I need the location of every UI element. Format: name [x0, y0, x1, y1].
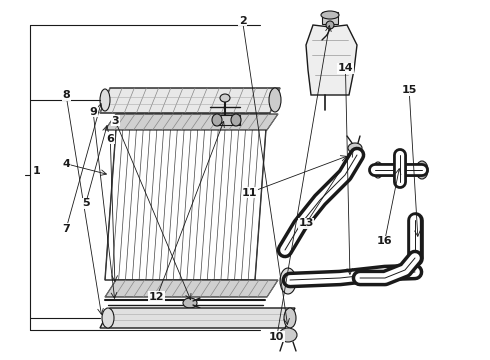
Text: 4: 4 [62, 159, 70, 169]
Ellipse shape [326, 21, 334, 29]
Ellipse shape [284, 308, 296, 328]
Text: 12: 12 [149, 292, 165, 302]
Ellipse shape [280, 268, 296, 294]
Text: 16: 16 [377, 236, 392, 246]
Text: 3: 3 [111, 116, 119, 126]
Ellipse shape [321, 11, 339, 19]
Ellipse shape [220, 94, 230, 102]
Text: 13: 13 [298, 218, 314, 228]
Polygon shape [105, 114, 278, 130]
Text: 6: 6 [106, 134, 114, 144]
Ellipse shape [416, 161, 428, 179]
Polygon shape [100, 308, 295, 328]
Text: 9: 9 [89, 107, 97, 117]
Polygon shape [100, 88, 280, 113]
Ellipse shape [373, 162, 383, 178]
Ellipse shape [183, 298, 197, 308]
Bar [322, 12, 338, 24]
Text: 1: 1 [33, 166, 41, 176]
Text: 5: 5 [82, 198, 90, 208]
Ellipse shape [348, 143, 362, 153]
Ellipse shape [212, 114, 222, 126]
Ellipse shape [269, 88, 281, 112]
Polygon shape [214, 115, 240, 125]
Ellipse shape [279, 328, 297, 342]
Ellipse shape [100, 89, 110, 111]
Text: 7: 7 [62, 224, 70, 234]
Text: 8: 8 [62, 90, 70, 100]
Ellipse shape [102, 308, 114, 328]
Text: 10: 10 [269, 332, 285, 342]
Text: 15: 15 [401, 85, 417, 95]
Polygon shape [105, 115, 267, 280]
Ellipse shape [231, 114, 241, 126]
Polygon shape [306, 25, 357, 95]
Text: 11: 11 [242, 188, 258, 198]
Text: 2: 2 [239, 16, 246, 26]
Text: 14: 14 [338, 63, 353, 73]
Polygon shape [105, 280, 278, 297]
